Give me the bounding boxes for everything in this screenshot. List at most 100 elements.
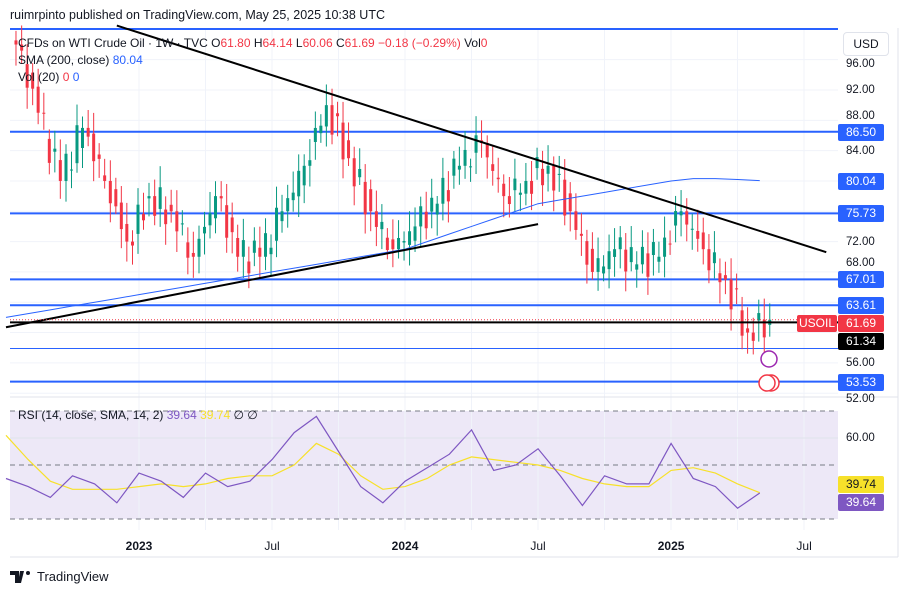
candle-body (186, 242, 190, 258)
candle-body (729, 279, 733, 310)
sma-200-line (5, 178, 760, 318)
candle-body (446, 190, 450, 202)
candle-body (97, 154, 101, 159)
candle-body (247, 261, 251, 274)
vol-value: 0 (480, 36, 488, 50)
candle-body (125, 223, 129, 242)
candle-body (286, 198, 290, 212)
vol-label: Vol (464, 36, 481, 50)
candle-body (119, 202, 123, 230)
sma-label: SMA (200, close) (18, 53, 110, 67)
candle-body (86, 127, 90, 137)
candle-body (369, 189, 373, 212)
candle-body (358, 168, 362, 178)
price-tick-label: 84.00 (846, 144, 875, 157)
candle-body (219, 196, 223, 199)
candle-body (651, 242, 655, 256)
vol20-value-b: 0 (72, 70, 80, 84)
candle-body (308, 160, 312, 166)
candle-body (535, 157, 539, 169)
level-price-tag: 75.73 (838, 205, 884, 223)
candle-body (579, 233, 583, 236)
candle-body (69, 169, 73, 171)
candle-body (513, 178, 517, 191)
sma-legend[interactable]: SMA (200, close) 80.04 (18, 53, 143, 67)
candle-body (474, 135, 478, 153)
h-label: H (253, 36, 263, 50)
candle-body (58, 160, 62, 181)
candle-body (164, 209, 168, 225)
candle-body (530, 180, 534, 194)
candle-body (408, 231, 412, 245)
candle-body (646, 253, 650, 277)
candle-body (324, 105, 328, 127)
candle-body (452, 158, 456, 176)
candle-body (585, 241, 589, 265)
candle-body (485, 143, 489, 158)
candle-body (291, 192, 295, 201)
candle-body (352, 158, 356, 187)
candle-body (42, 112, 46, 114)
candle-body (131, 241, 134, 246)
candle-body (674, 211, 678, 226)
candle-body (607, 251, 611, 270)
rsi-legend[interactable]: RSI (14, close, SMA, 14, 2) 39.64 39.74 … (18, 408, 258, 422)
rsi-sma-tag: 39.74 (838, 475, 884, 493)
high-value: 64.14 (262, 36, 293, 50)
candle-body (142, 213, 145, 221)
candle-body (413, 226, 417, 241)
level-price-tag: 67.01 (838, 271, 884, 289)
tradingview-logo[interactable]: TradingView (10, 569, 109, 584)
candle-body (136, 204, 140, 234)
candle-body (718, 273, 722, 283)
candle-body (374, 211, 378, 227)
candle-body (180, 223, 184, 225)
time-tick-label: Jul (530, 539, 546, 553)
last-price-tag: 61.69 (838, 315, 884, 333)
candle-body (590, 248, 594, 272)
price-tick-label: 72.00 (846, 235, 875, 248)
candle-body (696, 230, 700, 239)
candle-body (313, 127, 317, 142)
candle-body (618, 237, 622, 250)
time-tick-label: Jul (796, 539, 812, 553)
candle-body (347, 140, 351, 159)
publish-info: ruimrpinto published on TradingView.com,… (10, 8, 385, 22)
candle-body (574, 211, 578, 230)
candle-body (25, 64, 29, 88)
candle-body (175, 211, 179, 232)
candle-body (441, 177, 445, 204)
candle-body (723, 275, 727, 280)
vol20-label: Vol (20) (18, 70, 60, 84)
us-flag-icon (758, 374, 776, 392)
candle-body (624, 249, 628, 272)
change-value: −0.18 (−0.29%) (378, 36, 461, 50)
l-label: L (295, 36, 303, 50)
vol-legend[interactable]: Vol (20) 0 0 (18, 70, 79, 84)
time-tick-label: Jul (264, 539, 280, 553)
currency-button[interactable]: USD (843, 32, 889, 56)
price-tick-label: 92.00 (846, 84, 875, 96)
rsi-label: RSI (14, close, SMA, 14, 2) (18, 408, 164, 422)
candle-body (36, 86, 40, 113)
rsi-line (5, 415, 761, 509)
candle-body (469, 166, 473, 168)
symbol-name[interactable]: CFDs on WTI Crude Oil · 1W · TVC (18, 36, 208, 50)
candle-body (264, 233, 268, 257)
candle-body (241, 240, 245, 257)
candle-body (762, 319, 766, 338)
open-value: 61.80 (220, 36, 251, 50)
candle-body (563, 179, 567, 216)
candle-body (491, 164, 495, 171)
lightning-event-icon (760, 350, 778, 368)
candle-body (685, 211, 689, 225)
candle-body (53, 148, 57, 152)
candle-body (225, 205, 229, 238)
candle-body (319, 125, 323, 134)
trendline (116, 24, 827, 254)
candle-body (114, 189, 118, 207)
brand-name: TradingView (37, 569, 109, 584)
vol20-value-a: 0 (62, 70, 70, 84)
c-label: C (335, 36, 345, 50)
